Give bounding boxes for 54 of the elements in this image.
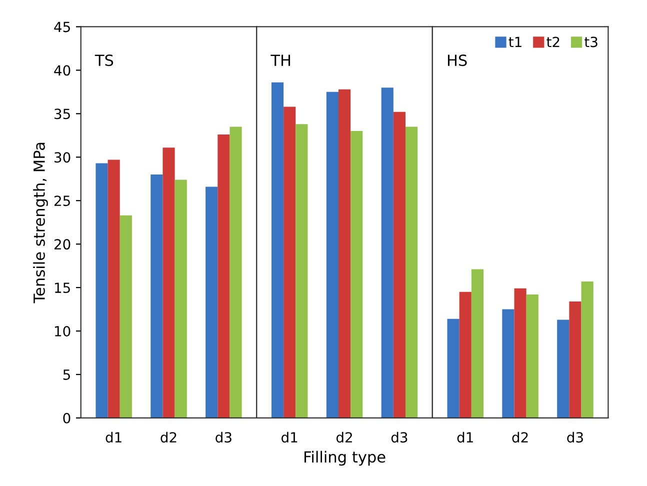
- legend-label: t1: [508, 36, 522, 48]
- y-axis-title: Tensile strength, MPa: [33, 142, 48, 304]
- bar: [557, 320, 570, 418]
- bar: [502, 309, 514, 418]
- bar: [284, 106, 296, 418]
- x-tick-label: d2: [336, 432, 352, 443]
- y-tick-label: 15: [55, 282, 70, 294]
- bar: [350, 131, 363, 418]
- bar: [338, 89, 351, 418]
- y-tick-label: 25: [54, 196, 70, 206]
- x-tick-label: d1: [457, 432, 473, 443]
- annotation: TS: [94, 54, 114, 66]
- bar: [218, 134, 230, 418]
- bar: [120, 215, 132, 418]
- bar: [271, 82, 284, 418]
- bar: [447, 318, 460, 418]
- legend-label: t3: [584, 36, 598, 48]
- y-tick-label: 10: [55, 326, 70, 336]
- annotation: HS: [448, 54, 467, 66]
- y-tick-label: 30: [54, 152, 70, 163]
- bar: [381, 88, 394, 418]
- bar: [514, 288, 526, 418]
- bar: [581, 281, 594, 418]
- x-tick-label: d1: [106, 432, 122, 443]
- y-tick-label: 35: [54, 108, 70, 120]
- bar: [108, 160, 120, 418]
- x-tick-label: d3: [567, 432, 583, 443]
- y-tick-label: 40: [54, 65, 70, 76]
- x-tick-label: d2: [160, 432, 176, 443]
- bar: [96, 163, 108, 418]
- x-tick-label: d3: [391, 432, 408, 443]
- x-axis-title: Filling type: [304, 450, 386, 466]
- bar: [230, 126, 242, 418]
- bar: [526, 294, 538, 418]
- y-tick-label: 5: [63, 370, 70, 380]
- bar: [393, 112, 406, 418]
- y-tick-label: 45: [54, 22, 70, 32]
- bar: [459, 292, 472, 418]
- bar: [296, 124, 308, 418]
- bar: [174, 180, 187, 418]
- legend-label: t2: [546, 36, 560, 48]
- bar: [162, 148, 175, 418]
- y-tick-label: 20: [54, 239, 70, 250]
- x-tick-label: d1: [282, 432, 298, 443]
- bar: [206, 186, 218, 418]
- x-tick-label: d3: [216, 432, 232, 443]
- annotation: TH: [270, 54, 290, 66]
- y-tick-label: 0: [63, 412, 70, 424]
- bar: [471, 269, 484, 418]
- bar: [569, 301, 582, 418]
- bar: [150, 174, 163, 418]
- bar: [405, 126, 418, 418]
- bar: [326, 92, 338, 418]
- x-tick-label: d2: [512, 432, 528, 443]
